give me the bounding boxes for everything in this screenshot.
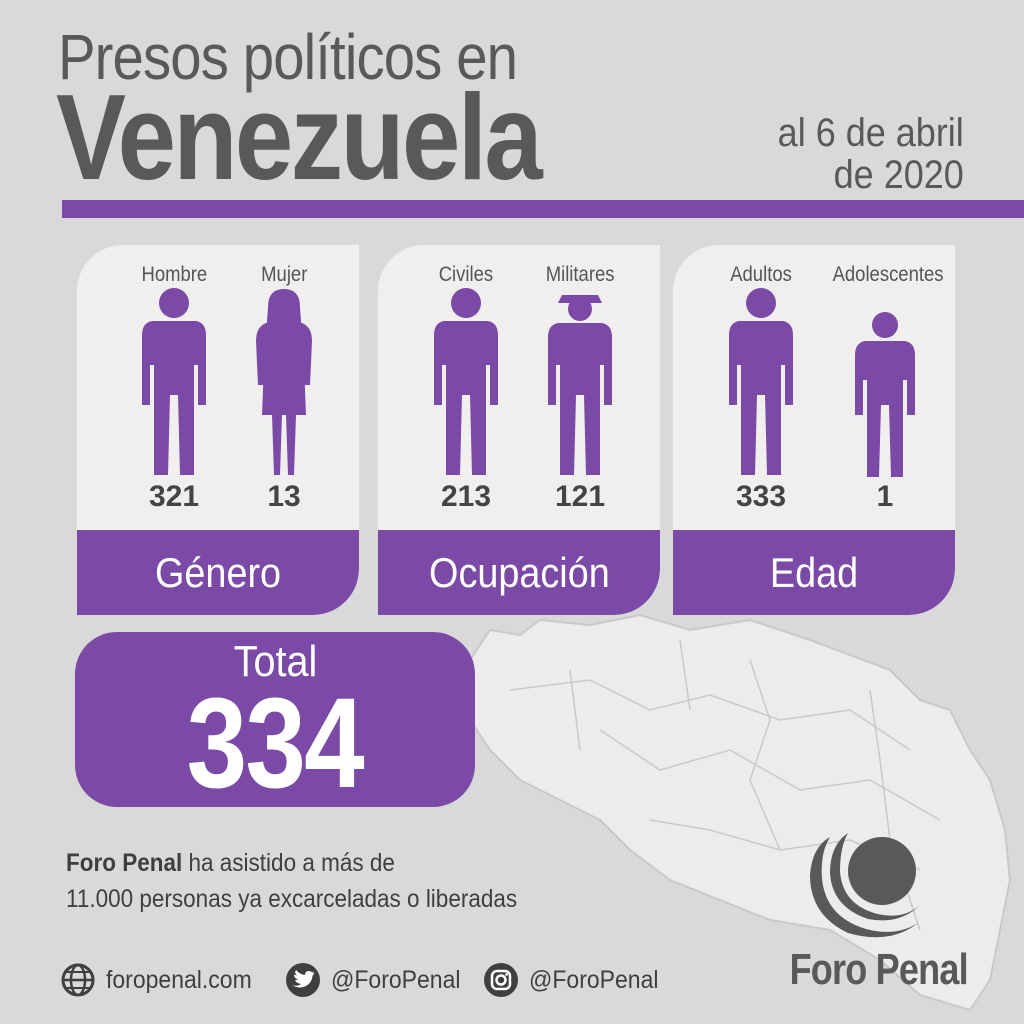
website-link[interactable]: foropenal.com bbox=[60, 958, 264, 1002]
foro-penal-logo: Foro Penal bbox=[770, 825, 970, 1000]
figure-label: Adultos bbox=[730, 263, 792, 286]
age-card: Adultos 333 Adolescentes 1 Edad bbox=[673, 245, 955, 615]
instagram-link[interactable]: @ForoPenal bbox=[483, 958, 670, 1002]
gender-card-footer: Género bbox=[77, 530, 359, 615]
header-divider-bar bbox=[62, 200, 1024, 218]
card-label: Género bbox=[154, 548, 282, 596]
figure-hombre: Hombre 321 bbox=[114, 245, 234, 530]
report-date: al 6 de abril de 2020 bbox=[778, 112, 964, 196]
figure-value: 1 bbox=[876, 480, 894, 513]
note-line-1: ha asistido a más de bbox=[182, 849, 395, 877]
note-org-name: Foro Penal bbox=[66, 849, 183, 877]
card-label: Ocupación bbox=[428, 548, 610, 596]
figure-label: Hombre bbox=[141, 263, 207, 286]
adult-silhouette-icon bbox=[729, 288, 793, 475]
total-value: 334 bbox=[186, 672, 365, 815]
title-line-2: Venezuela bbox=[56, 69, 543, 205]
figure-value: 213 bbox=[440, 480, 492, 513]
man-silhouette-icon bbox=[142, 288, 206, 475]
instagram-icon bbox=[484, 963, 518, 997]
age-card-footer: Edad bbox=[673, 530, 955, 615]
figure-civiles: Civiles 213 bbox=[406, 245, 526, 530]
figure-value: 321 bbox=[148, 480, 200, 513]
total-label: Total bbox=[233, 637, 317, 686]
civilian-silhouette-icon bbox=[434, 288, 498, 475]
occupation-card-footer: Ocupación bbox=[378, 530, 660, 615]
soldier-silhouette-icon bbox=[548, 295, 612, 475]
figure-label: Mujer bbox=[260, 263, 308, 286]
figure-value: 333 bbox=[735, 480, 787, 513]
twitter-icon bbox=[286, 963, 320, 997]
logo-text: Foro Penal bbox=[789, 945, 969, 994]
occupation-card: Civiles 213 Militares 121 Ocupación bbox=[378, 245, 660, 615]
figure-militares: Militares 121 bbox=[520, 245, 640, 530]
gender-card: Hombre 321 Mujer 13 Género bbox=[77, 245, 359, 615]
woman-silhouette-icon bbox=[256, 289, 312, 475]
twitter-link[interactable]: @ForoPenal bbox=[285, 958, 472, 1002]
figure-label: Civiles bbox=[438, 263, 494, 286]
date-line-1: al 6 de abril bbox=[777, 111, 964, 155]
card-label: Edad bbox=[769, 548, 859, 596]
title-line-1: Presos políticos en bbox=[58, 21, 518, 93]
teen-silhouette-icon bbox=[855, 312, 915, 477]
date-line-2: de 2020 bbox=[833, 153, 964, 197]
figure-value: 13 bbox=[267, 480, 301, 513]
venezuela-map-icon bbox=[469, 613, 1012, 1012]
figure-label: Adolescentes bbox=[832, 263, 944, 286]
total-box: Total 334 bbox=[75, 632, 475, 815]
figure-mujer: Mujer 13 bbox=[224, 245, 344, 530]
website-text: foropenal.com bbox=[106, 965, 252, 994]
globe-icon bbox=[61, 963, 95, 997]
note-line-2: 11.000 personas ya excarceladas o libera… bbox=[66, 885, 518, 913]
instagram-handle: @ForoPenal bbox=[529, 965, 659, 994]
figure-adultos: Adultos 333 bbox=[701, 245, 821, 530]
twitter-handle: @ForoPenal bbox=[331, 965, 461, 994]
figure-adolescentes: Adolescentes 1 bbox=[825, 245, 945, 530]
figure-value: 121 bbox=[554, 480, 606, 513]
assistance-note: Foro Penal ha asistido a más de 11.000 p… bbox=[66, 845, 517, 917]
foro-penal-emblem-icon bbox=[810, 833, 920, 938]
figure-label: Militares bbox=[545, 263, 615, 286]
